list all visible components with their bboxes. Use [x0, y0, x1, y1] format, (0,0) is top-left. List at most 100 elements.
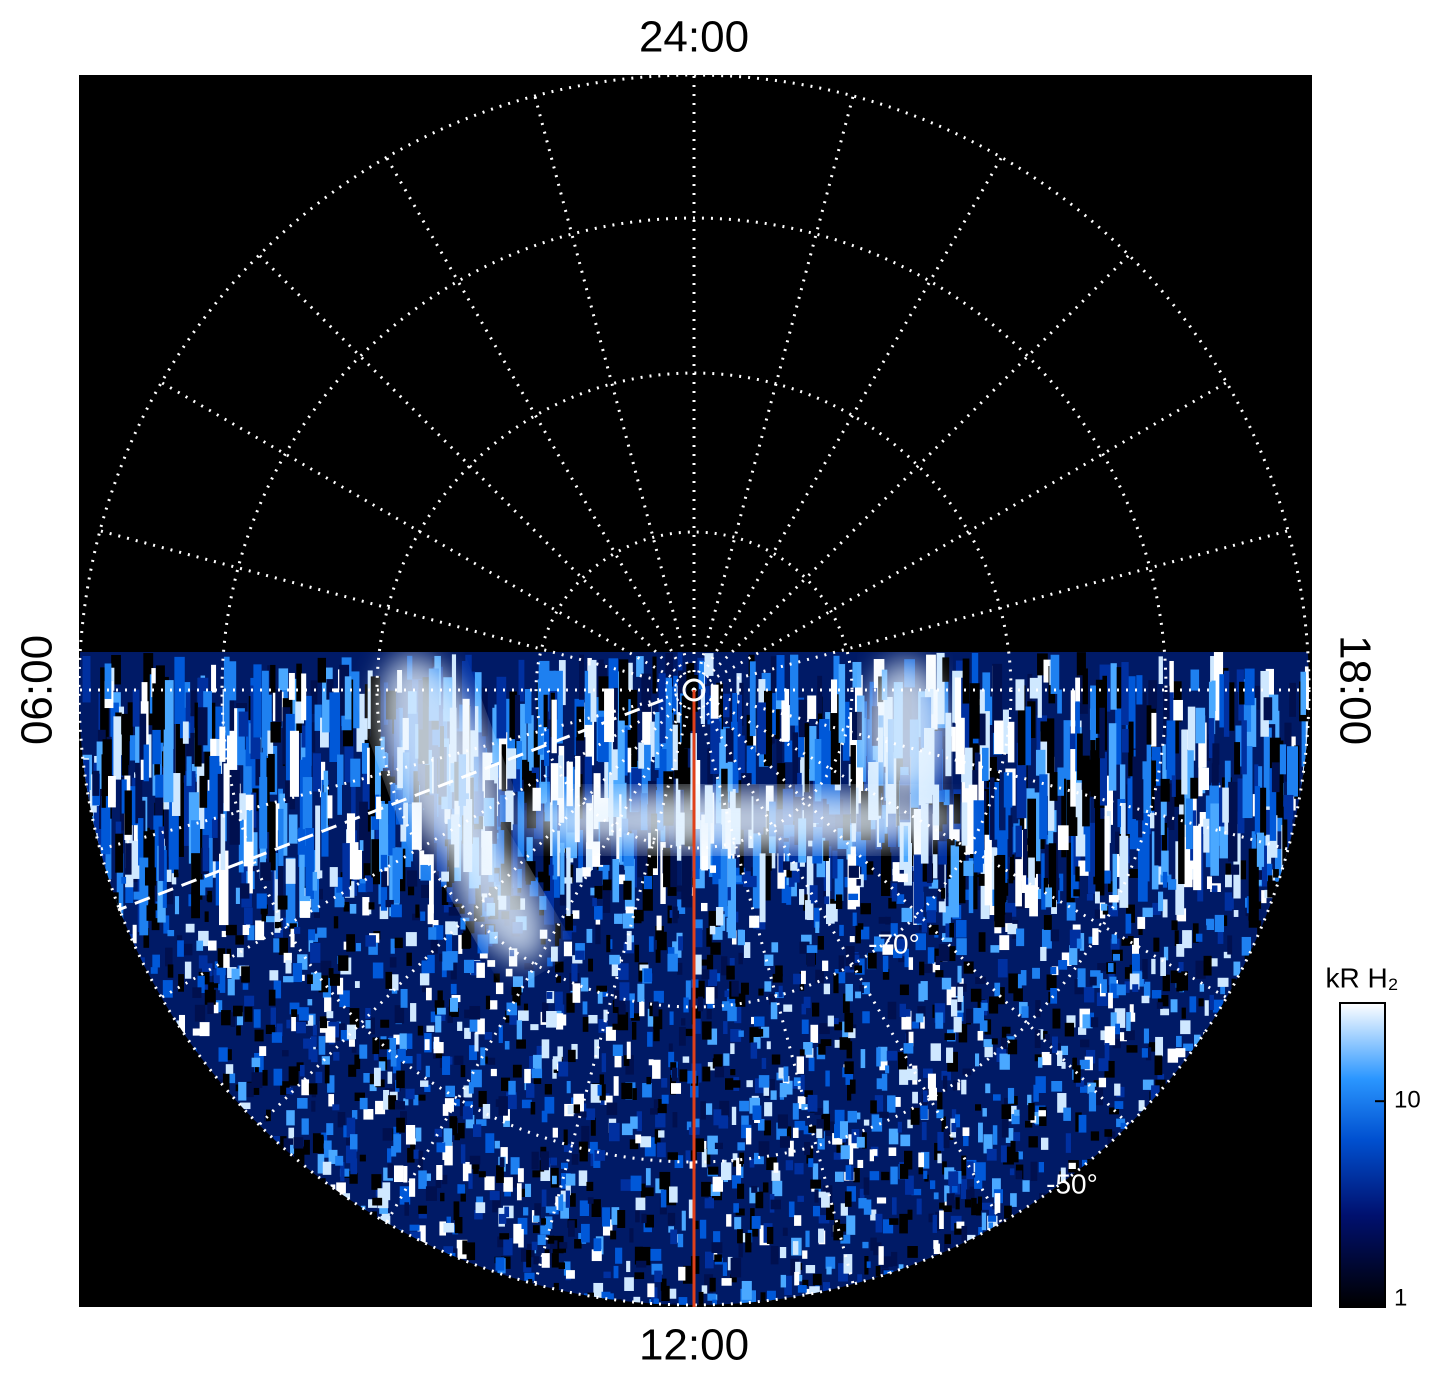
emission-pixel	[1097, 963, 1108, 972]
emission-pixel	[937, 831, 945, 902]
emission-pixel	[817, 1131, 825, 1150]
emission-pixel	[516, 1183, 522, 1201]
emission-pixel	[285, 858, 296, 884]
emission-pixel	[633, 1296, 641, 1305]
emission-pixel	[926, 896, 937, 912]
emission-pixel	[788, 1140, 794, 1157]
emission-pixel	[870, 1100, 877, 1114]
emission-pixel	[430, 935, 438, 954]
emission-pixel	[809, 885, 818, 904]
emission-pixel	[253, 664, 262, 738]
emission-pixel	[670, 675, 679, 721]
emission-pixel	[978, 1122, 983, 1143]
emission-pixel	[500, 1256, 511, 1269]
emission-pixel	[332, 1104, 340, 1111]
emission-pixel	[878, 1046, 888, 1062]
emission-pixel	[842, 993, 850, 1013]
colorbar-tick-label: 10	[1394, 1087, 1421, 1114]
emission-pixel	[1238, 860, 1247, 880]
emission-pixel	[342, 843, 350, 897]
emission-pixel	[584, 756, 592, 804]
emission-pixel	[1238, 690, 1245, 721]
emission-pixel	[617, 720, 625, 794]
emission-pixel	[805, 1230, 810, 1248]
emission-pixel	[602, 1207, 611, 1227]
emission-pixel	[516, 740, 523, 791]
emission-pixel	[1050, 929, 1060, 942]
emission-pixel	[546, 1011, 557, 1028]
emission-pixel	[229, 769, 240, 845]
emission-pixel	[336, 877, 344, 893]
emission-pixel	[549, 1240, 558, 1249]
emission-pixel	[1141, 995, 1150, 1004]
emission-pixel	[727, 1256, 733, 1271]
emission-pixel	[922, 880, 932, 887]
emission-pixel	[840, 1203, 848, 1216]
emission-pixel	[379, 1039, 390, 1050]
emission-pixel	[834, 859, 844, 901]
emission-pixel	[358, 883, 368, 893]
emission-pixel	[873, 936, 885, 952]
emission-pixel	[711, 1242, 723, 1254]
emission-pixel	[823, 1100, 829, 1119]
emission-pixel	[410, 1144, 416, 1158]
emission-pixel	[1080, 1085, 1088, 1093]
emission-pixel	[1016, 928, 1025, 947]
emission-pixel	[415, 904, 420, 918]
emission-pixel	[688, 1199, 695, 1219]
emission-pixel	[764, 981, 772, 992]
emission-pixel	[289, 1002, 300, 1015]
emission-pixel	[663, 847, 671, 888]
emission-pixel	[1115, 1023, 1120, 1035]
emission-pixel	[720, 1162, 732, 1181]
emission-pixel	[604, 1095, 613, 1106]
emission-pixel	[591, 1249, 602, 1262]
emission-pixel	[1171, 775, 1176, 797]
emission-pixel	[618, 1004, 626, 1015]
emission-pixel	[489, 1000, 498, 1010]
emission-pixel	[778, 985, 783, 998]
emission-pixel	[1034, 1029, 1041, 1049]
emission-pixel	[1209, 994, 1214, 1011]
emission-pixel	[629, 935, 635, 950]
emission-pixel	[247, 836, 253, 894]
emission-pixel	[845, 983, 853, 1002]
emission-pixel	[932, 948, 943, 962]
emission-pixel	[218, 850, 229, 926]
emission-pixel	[652, 1001, 659, 1017]
emission-pixel	[303, 1038, 313, 1049]
emission-pixel	[678, 748, 688, 790]
latitude-circle	[79, 75, 1311, 1307]
emission-pixel	[1174, 930, 1179, 946]
emission-pixel	[634, 1272, 645, 1280]
emission-pixel	[1261, 890, 1267, 904]
emission-pixel	[876, 1047, 881, 1067]
emission-pixel	[934, 1142, 942, 1161]
emission-pixel	[1075, 1112, 1082, 1132]
emission-pixel	[707, 1028, 718, 1045]
emission-pixel	[1142, 1079, 1154, 1090]
emission-pixel	[714, 1254, 722, 1262]
emission-pixel	[588, 665, 597, 694]
emission-pixel	[766, 1041, 771, 1050]
emission-pixel	[1108, 992, 1113, 1009]
emission-pixel	[475, 1018, 485, 1035]
emission-pixel	[468, 1082, 474, 1094]
emission-pixel	[1073, 1065, 1081, 1083]
emission-pixel	[392, 1054, 401, 1074]
emission-pixel	[571, 1154, 579, 1165]
emission-pixel	[1007, 1039, 1018, 1055]
emission-pixel	[749, 1158, 755, 1168]
emission-pixel	[677, 962, 683, 975]
emission-pixel	[529, 730, 541, 791]
emission-pixel	[1141, 1048, 1148, 1058]
emission-pixel	[540, 1225, 550, 1235]
emission-pixel	[1098, 1058, 1109, 1072]
emission-pixel	[738, 1030, 744, 1037]
emission-pixel	[1171, 920, 1178, 931]
emission-pixel	[246, 810, 253, 842]
emission-pixel	[445, 932, 453, 952]
emission-pixel	[1136, 675, 1143, 705]
emission-pixel	[572, 983, 581, 1003]
emission-pixel	[755, 1191, 764, 1209]
